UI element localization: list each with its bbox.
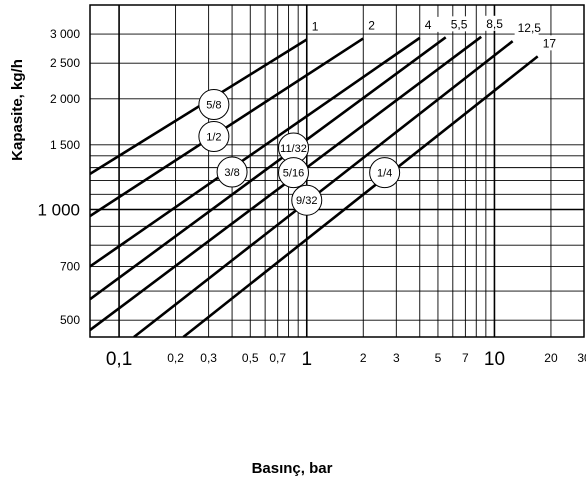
series-label-bg	[421, 16, 446, 32]
y-tick-label: 500	[60, 313, 80, 327]
y-axis-title: Kapasite, kg/h	[9, 59, 26, 161]
series-line	[90, 38, 308, 175]
x-tick-label: 5	[435, 351, 442, 365]
series-label: 17	[543, 36, 557, 50]
orifice-markers: 5/8 1/2 3/8 11/32 5/16 9/32 1/4	[198, 89, 401, 216]
x-tick-label: 1	[301, 349, 312, 370]
series-label-bg	[539, 35, 564, 51]
orifice-label: 1/2	[206, 131, 221, 143]
orifice-circle	[369, 157, 401, 189]
x-tick-label: 0,7	[269, 351, 286, 365]
series-line	[90, 36, 447, 301]
series-label: 2	[368, 18, 375, 32]
orifice-label: 3/8	[224, 167, 239, 179]
series-line	[133, 40, 514, 337]
x-tick-label: 2	[360, 351, 367, 365]
orifice-label: 9/32	[296, 195, 317, 207]
plot-frame	[89, 4, 585, 338]
orifice-circle	[198, 120, 230, 152]
series-label-bg	[447, 16, 472, 32]
series-line	[182, 55, 539, 337]
tick-labels: 3 000 2 500 2 000 1 500 1 000 700 500 0,1 0,2 0,3…	[37, 27, 586, 370]
series-label-bg	[365, 17, 390, 33]
x-tick-label: 20	[544, 351, 558, 365]
x-tick-label: 0,5	[242, 351, 259, 365]
series-label: 4	[425, 18, 432, 32]
x-tick-label: 3	[393, 351, 400, 365]
orifice-label: 1/4	[377, 168, 392, 180]
x-tick-label: 0,1	[106, 349, 132, 370]
x-tick-label: 10	[484, 349, 505, 370]
y-tick-label: 1 500	[50, 138, 80, 152]
orifice-label: 11/32	[280, 143, 307, 155]
orifice-label: 5/16	[283, 168, 304, 180]
series-label: 5,5	[451, 17, 468, 31]
x-tick-label: 0,2	[167, 351, 184, 365]
y-tick-label: 3 000	[50, 27, 80, 41]
x-tick-label: 0,3	[200, 351, 217, 365]
x-tick-label: 30	[577, 351, 586, 365]
x-axis-title: Basınç, bar	[252, 460, 333, 477]
series-labels: 1 2 4 5,5 8,5 12,517	[308, 15, 564, 51]
y-tick-label: 2 500	[50, 56, 80, 70]
orifice-label: 5/8	[206, 100, 221, 112]
series-label-bg	[483, 15, 508, 31]
series-label: 12,5	[518, 21, 542, 35]
orifice-circle	[278, 157, 310, 189]
series-label: 8,5	[486, 17, 503, 31]
series-label: 1	[312, 20, 319, 34]
orifice-circle	[216, 156, 248, 188]
y-tick-label: 2 000	[50, 92, 80, 106]
y-tick-label: 1 000	[37, 201, 80, 220]
orifice-circle	[198, 89, 230, 121]
series-label-bg	[514, 20, 539, 36]
x-tick-label: 7	[462, 351, 469, 365]
series-line	[90, 37, 364, 218]
y-tick-label: 700	[60, 259, 80, 273]
orifice-circle	[291, 184, 323, 216]
series-label-bg	[308, 18, 333, 34]
series-line	[90, 36, 421, 268]
